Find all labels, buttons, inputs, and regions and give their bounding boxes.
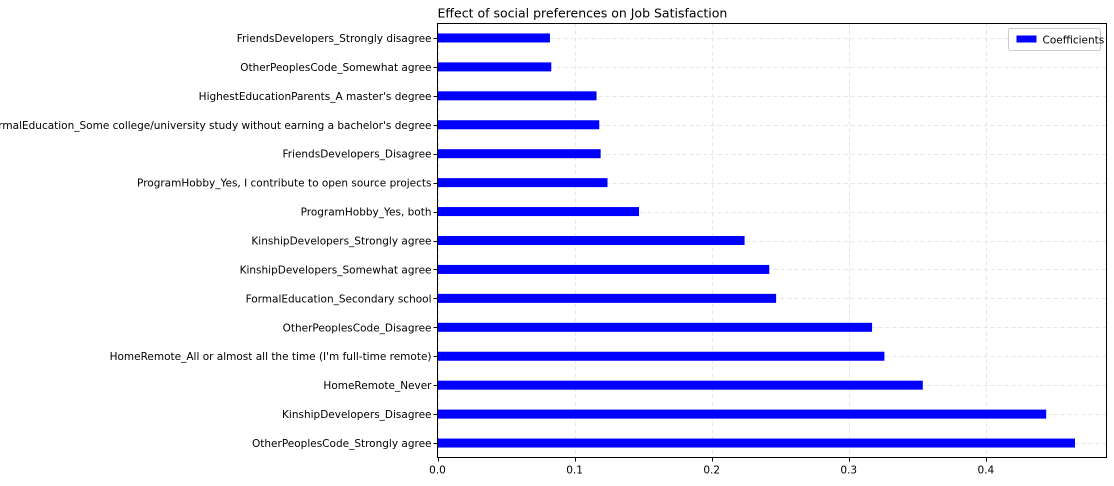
y-tick-label: ProgramHobby_Yes, both xyxy=(301,207,432,219)
y-tick-label: OtherPeoplesCode_Strongly agree xyxy=(252,438,431,450)
bar xyxy=(437,351,885,361)
bar xyxy=(437,293,777,303)
bar xyxy=(437,178,608,188)
legend: Coefficients xyxy=(1008,28,1105,51)
bar xyxy=(437,62,552,72)
bar xyxy=(437,264,770,274)
x-tick-label: 0.2 xyxy=(703,465,720,477)
y-tick-label: FormalEducation_Secondary school xyxy=(246,293,432,305)
legend-label: Coefficients xyxy=(1043,35,1105,47)
x-tick-label: 0.1 xyxy=(566,465,583,477)
x-tick-label: 0.3 xyxy=(840,465,857,477)
labels-layer: OtherPeoplesCode_Strongly agree KinshipDe… xyxy=(0,33,995,477)
bar xyxy=(437,236,745,245)
bar xyxy=(437,91,597,101)
y-tick-label: KinshipDevelopers_Strongly agree xyxy=(251,236,431,248)
plot-frame xyxy=(437,23,1107,458)
bar xyxy=(437,380,923,390)
x-tick-label: 0.4 xyxy=(978,465,995,477)
y-tick-label: HomeRemote_All or almost all the time (I… xyxy=(110,351,432,363)
bar xyxy=(437,322,873,332)
legend-box xyxy=(1008,28,1101,51)
bars-layer xyxy=(437,33,1075,448)
bar xyxy=(437,438,1075,448)
chart-title: Effect of social preferences on Job Sati… xyxy=(438,6,728,21)
legend-swatch xyxy=(1016,35,1037,43)
y-tick-label: HomeRemote_Never xyxy=(323,380,432,392)
y-tick-label: OtherPeoplesCode_Somewhat agree xyxy=(240,62,431,74)
bar xyxy=(437,149,601,159)
y-tick-label: ProgramHobby_Yes, I contribute to open s… xyxy=(137,178,431,190)
bar xyxy=(437,207,640,217)
y-tick-label: OtherPeoplesCode_Disagree xyxy=(283,322,432,334)
y-tick-label: FriendsDevelopers_Disagree xyxy=(282,149,431,161)
x-tick-label: 0.0 xyxy=(429,465,446,477)
y-tick-label: KinshipDevelopers_Somewhat agree xyxy=(240,264,432,276)
bar xyxy=(437,409,1047,419)
ticks-layer xyxy=(433,38,987,462)
bar xyxy=(437,120,600,130)
y-tick-label: FormalEducation_Some college/university … xyxy=(0,120,432,132)
y-tick-label: FriendsDevelopers_Strongly disagree xyxy=(237,33,432,45)
y-tick-label: HighestEducationParents_A master's degre… xyxy=(199,91,432,103)
y-tick-label: KinshipDevelopers_Disagree xyxy=(282,409,431,421)
bar xyxy=(437,33,550,43)
